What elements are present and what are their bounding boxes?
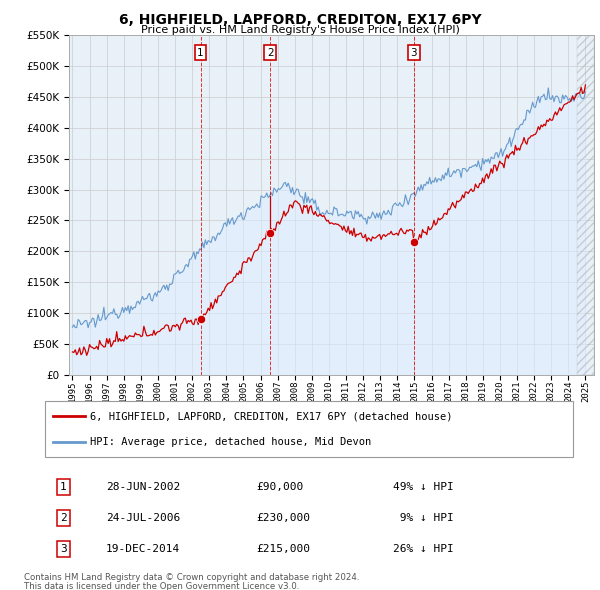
Text: Contains HM Land Registry data © Crown copyright and database right 2024.: Contains HM Land Registry data © Crown c…: [24, 573, 359, 582]
Text: HPI: Average price, detached house, Mid Devon: HPI: Average price, detached house, Mid …: [90, 437, 371, 447]
Text: 49% ↓ HPI: 49% ↓ HPI: [394, 482, 454, 491]
Text: 26% ↓ HPI: 26% ↓ HPI: [394, 544, 454, 553]
Text: 24-JUL-2006: 24-JUL-2006: [106, 513, 180, 523]
FancyBboxPatch shape: [45, 401, 573, 457]
Text: 3: 3: [60, 544, 67, 553]
Text: 1: 1: [197, 48, 204, 58]
Text: £230,000: £230,000: [256, 513, 310, 523]
Text: This data is licensed under the Open Government Licence v3.0.: This data is licensed under the Open Gov…: [24, 582, 299, 590]
Text: 6, HIGHFIELD, LAPFORD, CREDITON, EX17 6PY: 6, HIGHFIELD, LAPFORD, CREDITON, EX17 6P…: [119, 13, 481, 27]
Text: 1: 1: [60, 482, 67, 491]
Text: 2: 2: [60, 513, 67, 523]
Text: £215,000: £215,000: [256, 544, 310, 553]
Text: 28-JUN-2002: 28-JUN-2002: [106, 482, 180, 491]
Text: Price paid vs. HM Land Registry's House Price Index (HPI): Price paid vs. HM Land Registry's House …: [140, 25, 460, 35]
Text: 6, HIGHFIELD, LAPFORD, CREDITON, EX17 6PY (detached house): 6, HIGHFIELD, LAPFORD, CREDITON, EX17 6P…: [90, 411, 452, 421]
Text: 2: 2: [267, 48, 274, 58]
Text: 19-DEC-2014: 19-DEC-2014: [106, 544, 180, 553]
Text: 3: 3: [410, 48, 417, 58]
Text: £90,000: £90,000: [256, 482, 304, 491]
Text: 9% ↓ HPI: 9% ↓ HPI: [394, 513, 454, 523]
